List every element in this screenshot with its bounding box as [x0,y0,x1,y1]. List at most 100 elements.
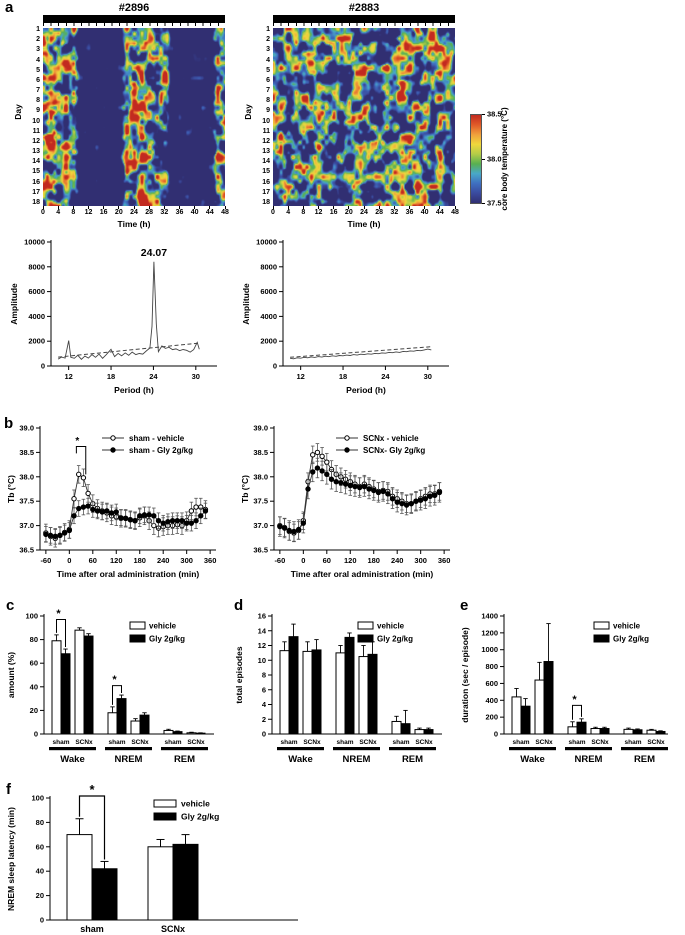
data-point [436,489,443,496]
data-point [417,497,424,503]
day-tick-label: 12 [32,137,40,145]
day-tick-label: 6 [36,76,40,84]
data-point [113,509,119,515]
data-point [193,518,199,524]
group-underline [333,747,380,751]
sig-asterisk: * [56,608,61,620]
y-tick-label: 60 [30,659,38,668]
time-tick-label: 28 [145,209,154,216]
bar-Wake-SCNx-Gly 2g/kg [83,635,94,735]
data-point [94,508,101,514]
subgroup-label: sham [569,739,586,746]
periodogram-2883-svg: 0 2000 4000 6000 8000 10000 12 18 24 30 Amplitude P… [241,238,449,395]
data-point [85,490,91,497]
time-axis: 0 4 8 12 16 20 24 28 32 36 40 44 48 [41,206,229,218]
bar-chart-nrem-latency: 0 20 40 60 80 100 NREM sleep latency (min) sham… [2,782,320,935]
data-point [76,471,82,478]
periodogram-2883: 0 2000 4000 6000 8000 10000 12 18 24 30 Amplitude P… [237,232,469,417]
y-tick-label: 37.5 [253,497,268,506]
x-tick-label: 360 [438,556,451,565]
data-point [338,479,344,486]
data-point [85,503,91,509]
day-tick-label: 17 [32,188,40,196]
x-tick-label: 60 [89,556,97,565]
x-axis-label: Period (h) [346,385,386,395]
time-tick-label: 12 [84,209,93,216]
time-tick-label: 48 [221,209,229,216]
day-tick-label: 10 [262,117,270,125]
data-point [403,502,410,508]
y-tick-label: 37.0 [19,521,34,530]
subgroup-label: sham [337,739,354,746]
data-point [66,527,73,534]
day-tick-label: 10 [32,117,40,125]
time-axis-label: Time (h) [117,219,151,229]
subgroup-label: sham [513,739,530,746]
day-tick-label: 13 [262,148,270,156]
y-tick-label: 80 [36,818,44,827]
sig-asterisk: * [89,784,95,797]
data-point [319,468,325,474]
day-tick-label: 1 [266,26,270,33]
bar-chart-episodes-svg: 0 2 4 6 8 10 12 14 16 total episodes sham SCNx Wake s… [234,612,442,765]
y-tick-label: 0 [273,362,277,371]
bar-Wake-SCNx-Gly 2g/kg [543,661,554,735]
data-point [132,518,138,524]
x-tick-label: 300 [180,556,193,565]
y-tick-label: 8000 [28,262,45,271]
time-tick-label: 4 [56,209,61,216]
day-axis-label: Day [243,104,253,120]
data-point [61,530,68,536]
day-tick-label: 8 [266,97,270,105]
x-tick-label: 24 [149,372,158,381]
data-point [305,486,311,492]
bar-SCNx-vehicle [147,846,174,921]
data-point [90,506,96,513]
time-tick-label: 8 [301,209,306,216]
group-label: NREM [575,754,603,765]
legend-label: SCNx- Gly 2g/kg [363,446,425,455]
data-point [286,527,292,534]
legend-swatch [593,621,610,630]
data-point [202,508,209,514]
day-tick-label: 7 [266,87,270,95]
day-tick-label: 5 [266,66,270,74]
sig-bracket [75,446,87,475]
x-tick-label: 30 [424,372,432,381]
bar-SCNx-Gly 2g/kg [172,843,199,921]
x-axis-label: Time after oral administration (min) [291,569,434,579]
legend-swatch [593,634,610,643]
bar-Wake-sham-vehicle [51,640,62,735]
legend-label: Gly 2g/kg [181,812,219,822]
bar-REM-sham-vehicle [391,720,402,735]
time-tick-label: 16 [99,209,108,216]
day-axis-label: Day [13,104,23,120]
actogram-heatmap-2896: #2896 1 2 3 4 5 6 7 8 9 10 11 12 13 14 15 16 17 18 0 4 8 12 16 2… [13,2,243,234]
sig-bracket [112,685,122,705]
data-point [108,510,115,516]
sig-asterisk: * [75,436,79,447]
y-tick-label: 10 [258,656,266,665]
data-point [413,498,419,504]
data-point [281,525,288,531]
y-tick-label: 6000 [28,287,45,296]
day-tick-label: 3 [266,46,270,54]
x-tick-label: 12 [296,372,304,381]
colorbar-tick-label: 38.0 [487,153,502,163]
x-tick-label: 0 [67,556,71,565]
day-tick-label: 6 [266,76,270,84]
colorbar-tick-label: 38.5 [487,109,502,119]
data-point [188,508,195,514]
y-axis-label: NREM sleep latency (min) [6,807,16,911]
day-tick-label: 16 [32,178,40,186]
day-tick-label: 9 [36,107,40,115]
bar-REM-sham-vehicle [163,729,174,735]
y-tick-label: 20 [30,706,38,715]
sig-bracket [56,619,66,648]
x-tick-label: 12 [64,372,72,381]
y-tick-label: 1400 [481,612,498,621]
colorbar-axis-label: core body temperature (°C) [500,107,509,211]
group-underline [565,747,612,751]
y-tick-label: 38.0 [253,472,268,481]
y-axis-label: Amplitude [241,283,251,325]
